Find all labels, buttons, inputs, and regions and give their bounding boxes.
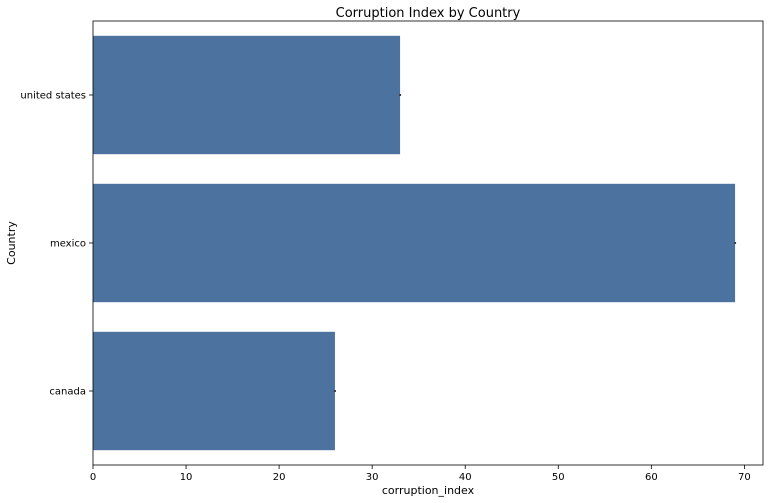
y-axis-ticks: united states mexico canada xyxy=(20,91,93,398)
error-bars-group xyxy=(333,94,737,392)
y-axis-label: Country xyxy=(5,221,18,265)
bar-united-states xyxy=(93,35,401,155)
bars-group xyxy=(93,35,736,451)
x-tick-label: 0 xyxy=(90,472,96,483)
x-tick-label: 10 xyxy=(180,472,193,483)
y-tick-label: canada xyxy=(49,387,86,398)
x-axis-ticks: 0 10 20 30 40 50 60 70 xyxy=(90,465,751,483)
x-tick-label: 50 xyxy=(552,472,565,483)
x-tick-label: 60 xyxy=(645,472,658,483)
x-tick-label: 40 xyxy=(459,472,472,483)
x-tick-label: 20 xyxy=(273,472,286,483)
x-tick-label: 30 xyxy=(366,472,379,483)
bar-canada xyxy=(93,331,335,451)
y-tick-label: united states xyxy=(20,91,86,102)
x-axis-label: corruption_index xyxy=(382,484,475,497)
chart-title: Corruption Index by Country xyxy=(336,6,521,21)
y-tick-label: mexico xyxy=(50,239,86,250)
bar-mexico xyxy=(93,183,736,303)
x-tick-label: 70 xyxy=(738,472,751,483)
